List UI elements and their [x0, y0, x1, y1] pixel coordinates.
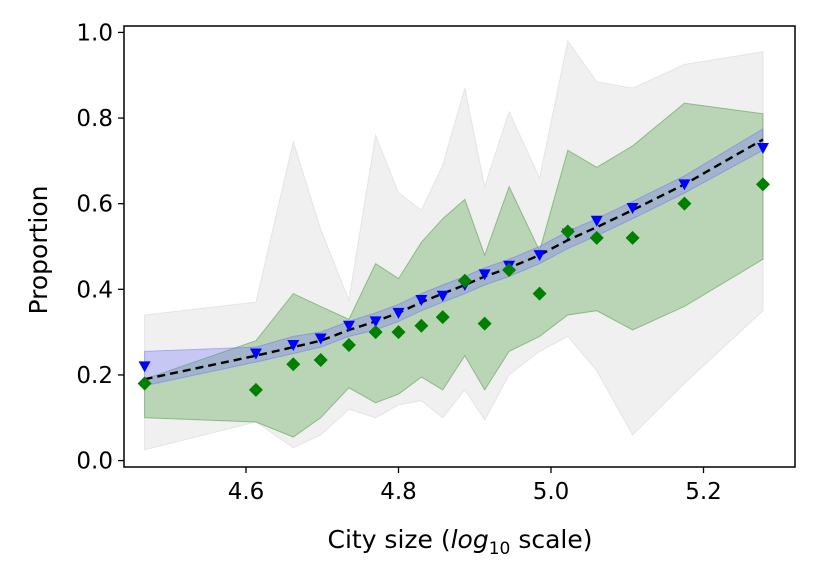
point-blue-triangles: [287, 339, 300, 351]
x-tick-label: 5.2: [685, 479, 722, 505]
point-green-diamonds: [502, 263, 517, 278]
point-blue-triangles: [533, 250, 546, 262]
point-green-diamonds: [532, 286, 547, 301]
y-tick-label: 0.6: [76, 192, 113, 218]
point-green-diamonds: [477, 316, 492, 331]
point-green-diamonds: [368, 325, 383, 340]
point-blue-triangles: [626, 202, 639, 214]
y-tick-label: 0.0: [76, 449, 113, 475]
point-blue-triangles: [314, 333, 327, 345]
point-blue-triangles: [678, 179, 691, 191]
y-tick-label: 0.8: [76, 106, 113, 132]
point-green-diamonds: [677, 196, 692, 211]
point-green-diamonds: [248, 382, 263, 397]
point-blue-triangles: [415, 295, 428, 307]
point-blue-triangles: [756, 143, 769, 155]
point-blue-triangles: [436, 290, 449, 302]
x-tick-label: 4.8: [380, 479, 417, 505]
markers-layer: [137, 143, 770, 397]
confidence-bands: [144, 39, 764, 451]
y-tick-label: 1.0: [76, 20, 113, 46]
point-green-diamonds: [313, 352, 328, 367]
x-tick-label: 5.0: [533, 479, 570, 505]
axes: [123, 25, 796, 468]
x-axis-label: City size (log10 scale): [327, 525, 592, 559]
point-green-diamonds: [137, 376, 152, 391]
x-axis-label-subscript: 10: [489, 539, 511, 559]
y-tick-label: 0.2: [76, 363, 113, 389]
point-blue-triangles: [478, 269, 491, 281]
point-green-diamonds: [625, 230, 640, 245]
point-green-diamonds: [589, 230, 604, 245]
point-blue-triangles: [392, 307, 405, 319]
y-axis-label: Proportion: [24, 186, 53, 315]
plot-frame: [123, 25, 796, 468]
series-dashed-fit-line: [144, 138, 764, 381]
point-green-diamonds: [341, 337, 356, 352]
band-gray-band: [144, 39, 764, 451]
ticks: 4.6 4.8 5.0 5.2 0.0 0.2 0.4 0.6 0.8 1.0: [76, 20, 721, 505]
point-green-diamonds: [435, 310, 450, 325]
x-axis-label-prefix: City size (: [327, 525, 450, 554]
point-blue-triangles: [590, 215, 603, 227]
y-tick-label: 0.4: [76, 277, 113, 303]
band-green-band: [144, 102, 764, 438]
point-green-diamonds: [755, 177, 770, 192]
point-green-diamonds: [457, 273, 472, 288]
point-blue-triangles: [369, 316, 382, 328]
point-green-diamonds: [560, 224, 575, 239]
point-blue-triangles: [138, 361, 151, 373]
x-tick-label: 4.6: [228, 479, 265, 505]
point-green-diamonds: [391, 325, 406, 340]
x-axis-label-math: log: [451, 525, 489, 554]
point-green-diamonds: [414, 318, 429, 333]
point-blue-triangles: [249, 348, 262, 360]
point-green-diamonds: [286, 357, 301, 372]
fit-line-layer: [144, 138, 764, 381]
x-axis-label-suffix: scale): [510, 525, 592, 554]
point-blue-triangles: [342, 320, 355, 332]
